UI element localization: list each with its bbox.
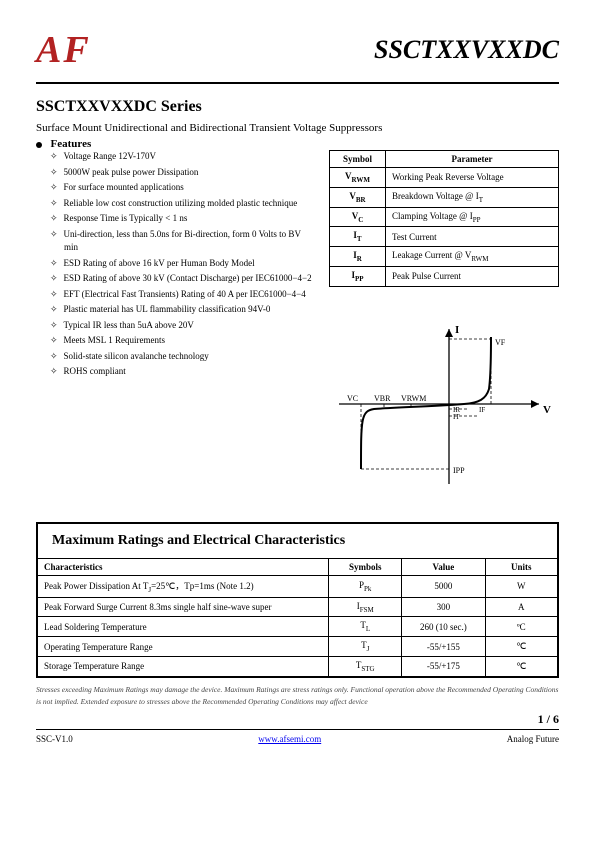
max-header-unit: Units [485, 558, 558, 575]
max-unit: ℃ [485, 637, 558, 657]
diagram-label-if: IF [479, 406, 485, 414]
max-unit: A [485, 597, 558, 617]
max-symbol: TL [329, 617, 402, 637]
max-char: Operating Temperature Range [37, 637, 329, 657]
feature-item: Voltage Range 12V-170V [50, 150, 313, 164]
footer-divider [36, 729, 559, 730]
max-value: 260 (10 sec.) [402, 617, 485, 637]
max-row: Peak Forward Surge Current 8.3ms single … [37, 597, 558, 617]
feature-list: Voltage Range 12V-170V 5000W peak pulse p… [36, 150, 313, 379]
diagram-label-vc: VC [347, 394, 358, 403]
param-symbol: IR [330, 247, 386, 267]
parameter-table: Symbol Parameter VRWMWorking Peak Revers… [329, 150, 559, 287]
param-symbol: IT [330, 227, 386, 247]
max-unit: W [485, 575, 558, 597]
max-row: Lead Soldering TemperatureTL260 (10 sec.… [37, 617, 558, 637]
feature-item: Reliable low cost construction utilizing… [50, 197, 313, 211]
param-desc: Working Peak Reverse Voltage [386, 168, 559, 188]
max-header-char: Characteristics [37, 558, 329, 575]
max-symbol: IFSM [329, 597, 402, 617]
features-label: Features [51, 138, 92, 150]
header-divider [36, 82, 559, 84]
footer-url[interactable]: www.afsemi.com [258, 734, 321, 744]
feature-item: Response Time is Typically < 1 ns [50, 212, 313, 226]
max-symbol: TSTG [329, 656, 402, 676]
param-desc: Leakage Current @ VRWM [386, 247, 559, 267]
param-header-symbol: Symbol [330, 151, 386, 168]
max-value: 300 [402, 597, 485, 617]
max-value: -55/+155 [402, 637, 485, 657]
param-row: ITTest Current [330, 227, 559, 247]
max-char: Lead Soldering Temperature [37, 617, 329, 637]
header: AF SSCTXXVXXDC [36, 28, 559, 72]
diagram-label-ipp: IPP [453, 466, 465, 475]
feature-item: Typical IR less than 5uA above 20V [50, 319, 313, 333]
max-char: Peak Forward Surge Current 8.3ms single … [37, 597, 329, 617]
stress-note: Stresses exceeding Maximum Ratings may d… [36, 684, 559, 708]
left-column: Voltage Range 12V-170V 5000W peak pulse p… [36, 150, 313, 492]
footer-row: SSC-V1.0 www.afsemi.com Analog Future [36, 734, 559, 744]
feature-item: Plastic material has UL flammability cla… [50, 303, 313, 317]
iv-curve-diagram: I V VC VBR VRWM VF IR IT IF IPP [329, 319, 559, 489]
param-symbol: IPP [330, 266, 386, 286]
feature-item: For surface mounted applications [50, 181, 313, 195]
diagram-label-it: IT [453, 413, 460, 421]
feature-item: ROHS compliant [50, 365, 313, 379]
max-unit: ℃ [485, 656, 558, 676]
param-header-parameter: Parameter [386, 151, 559, 168]
feature-item: 5000W peak pulse power Dissipation [50, 166, 313, 180]
series-subtitle: Surface Mount Unidirectional and Bidirec… [36, 122, 559, 134]
param-row: VCClamping Voltage @ IPP [330, 207, 559, 227]
part-number: SSCTXXVXXDC [374, 35, 559, 65]
max-header-val: Value [402, 558, 485, 575]
max-symbol: PPk [329, 575, 402, 597]
max-row: Storage Temperature RangeTSTG-55/+175℃ [37, 656, 558, 676]
page-number: 1 / 6 [36, 712, 559, 727]
series-title: SSCTXXVXXDC Series [36, 98, 559, 116]
max-unit: ºC [485, 617, 558, 637]
param-desc: Peak Pulse Current [386, 266, 559, 286]
param-desc: Clamping Voltage @ IPP [386, 207, 559, 227]
max-char: Storage Temperature Range [37, 656, 329, 676]
axis-label-v: V [543, 404, 551, 416]
feature-item: Meets MSL 1 Requirements [50, 334, 313, 348]
diagram-label-vbr: VBR [374, 394, 391, 403]
max-row: Operating Temperature RangeTJ-55/+155℃ [37, 637, 558, 657]
max-symbol: TJ [329, 637, 402, 657]
diagram-label-vrwm: VRWM [401, 394, 426, 403]
feature-item: EFT (Electrical Fast Transients) Rating … [50, 288, 313, 302]
param-row: IRLeakage Current @ VRWM [330, 247, 559, 267]
feature-item: Solid-state silicon avalanche technology [50, 350, 313, 364]
feature-item: ESD Rating of above 16 kV per Human Body… [50, 257, 313, 271]
param-desc: Breakdown Voltage @ IT [386, 187, 559, 207]
param-symbol: VC [330, 207, 386, 227]
max-row: Peak Power Dissipation At TJ=25℃，Tp=1ms … [37, 575, 558, 597]
diagram-label-vf: VF [495, 338, 506, 347]
max-ratings-heading: Maximum Ratings and Electrical Character… [44, 527, 551, 555]
features-row: Features [36, 138, 559, 150]
param-symbol: VBR [330, 187, 386, 207]
axis-label-i: I [455, 324, 459, 336]
right-column: Symbol Parameter VRWMWorking Peak Revers… [329, 150, 559, 492]
max-header-sym: Symbols [329, 558, 402, 575]
max-ratings-table: Maximum Ratings and Electrical Character… [36, 522, 559, 678]
param-row: VRWMWorking Peak Reverse Voltage [330, 168, 559, 188]
max-value: -55/+175 [402, 656, 485, 676]
max-value: 5000 [402, 575, 485, 597]
param-symbol: VRWM [330, 168, 386, 188]
max-ratings-section: Maximum Ratings and Electrical Character… [36, 522, 559, 708]
param-row: VBRBreakdown Voltage @ IT [330, 187, 559, 207]
two-column-layout: Voltage Range 12V-170V 5000W peak pulse p… [36, 150, 559, 492]
logo-text: AF [36, 28, 91, 72]
feature-item: ESD Rating of above 30 kV (Contact Disch… [50, 272, 313, 286]
feature-item: Uni-direction, less than 5.0ns for Bi-di… [50, 228, 313, 255]
max-char: Peak Power Dissipation At TJ=25℃，Tp=1ms … [37, 575, 329, 597]
param-desc: Test Current [386, 227, 559, 247]
footer-left: SSC-V1.0 [36, 734, 73, 744]
param-row: IPPPeak Pulse Current [330, 266, 559, 286]
bullet-icon [36, 142, 42, 148]
footer-right: Analog Future [507, 734, 559, 744]
